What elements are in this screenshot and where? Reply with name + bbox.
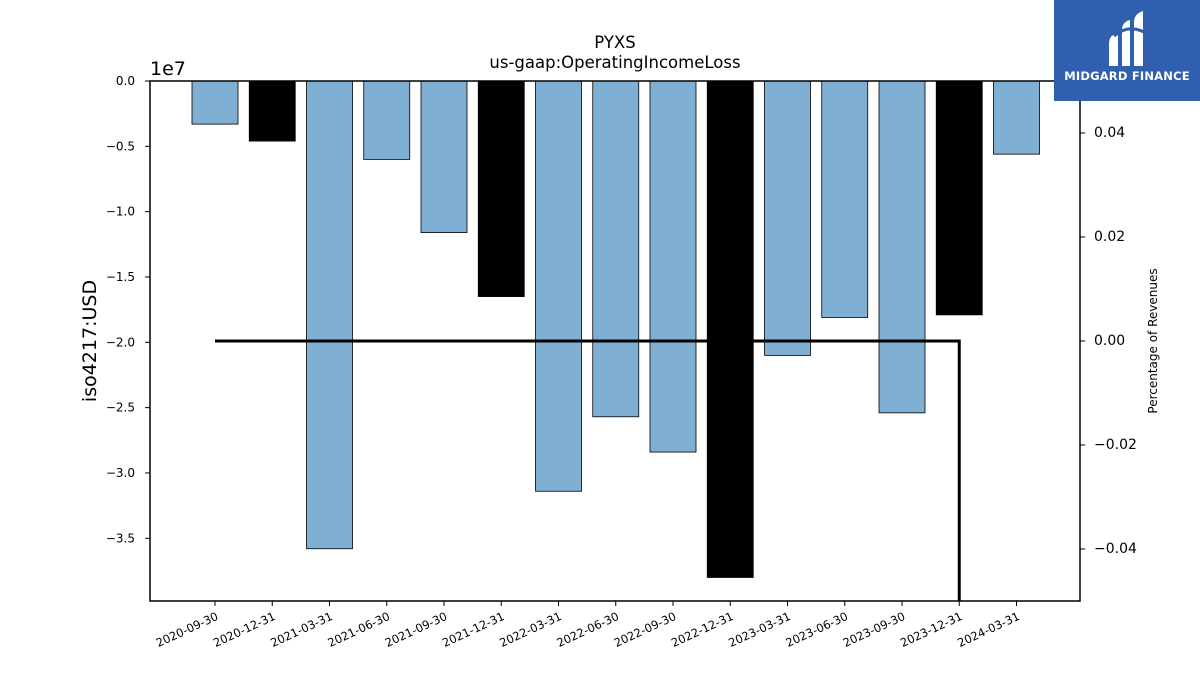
y2-tick-label: 0.04 (1094, 125, 1125, 141)
y-tick-label: −2.0 (106, 335, 135, 349)
x-tick-label: 2021-03-31 (268, 609, 334, 650)
y2-tick-label: −0.04 (1094, 541, 1137, 557)
y-offset-label: 1e7 (150, 58, 186, 80)
y-axis-label: iso4217:USD (79, 280, 101, 402)
bar-2022-09-30 (649, 80, 697, 453)
x-tick-label: 2022-03-31 (497, 609, 563, 650)
bar-2022-12-31 (706, 80, 754, 578)
bar-2020-09-30 (191, 80, 239, 125)
x-tick-label: 2023-09-30 (841, 609, 907, 650)
y-ticks-group: 0.0 −0.5 −1.0 −1.5 −2.0 −2.5 −3.0 −3.5 (106, 74, 150, 545)
bar-2023-03-31 (764, 80, 811, 356)
bar-2024-03-31 (993, 80, 1040, 155)
bar-2023-12-31 (935, 80, 983, 316)
ratio-line-group (215, 339, 961, 601)
y-tick-label: −0.5 (106, 139, 135, 153)
bar-2022-06-30 (592, 80, 640, 418)
y-tick-label: 0.0 (116, 74, 135, 88)
y2-tick-label: −0.02 (1094, 437, 1137, 453)
y2-tick-label: 0.00 (1094, 333, 1125, 349)
x-tick-label: 2021-06-30 (326, 609, 392, 650)
x-ticks-group: 2020-09-302020-12-312021-03-312021-06-30… (154, 601, 1022, 650)
x-tick-label: 2023-06-30 (784, 609, 850, 650)
x-tick-label: 2022-12-31 (669, 609, 735, 650)
y-tick-label: −2.5 (106, 401, 135, 415)
bar-2021-12-31 (477, 80, 525, 297)
y-tick-label: −1.5 (106, 270, 135, 284)
bar-2021-03-31 (306, 80, 353, 550)
plot-frame (149, 80, 1081, 602)
x-tick-label: 2023-03-31 (726, 609, 792, 650)
x-tick-label: 2021-12-31 (440, 609, 506, 650)
x-tick-label: 2024-03-31 (955, 609, 1021, 650)
y2-tick-label: 0.02 (1094, 229, 1125, 245)
x-tick-label: 2020-12-31 (211, 609, 277, 650)
midgard-finance-logo: MIDGARD FINANCE (1054, 0, 1200, 101)
logo-text: MIDGARD FINANCE (1064, 69, 1190, 83)
bar-2020-12-31 (248, 80, 296, 142)
y-tick-label: −3.0 (106, 466, 135, 480)
bar-2023-06-30 (821, 80, 869, 318)
ratio-line (215, 339, 961, 601)
midgard-logo-mark-icon (1109, 11, 1145, 66)
y-tick-label: −3.5 (106, 531, 135, 545)
x-tick-label: 2022-06-30 (555, 609, 621, 650)
y2-axis-label: Percentage of Revenues (1146, 268, 1160, 413)
bar-2022-03-31 (535, 80, 582, 492)
bar-2023-09-30 (878, 80, 926, 414)
bars-group (191, 80, 1040, 578)
bar-2021-09-30 (420, 80, 468, 233)
bar-2021-06-30 (363, 80, 411, 160)
y2-ticks-group: 0.04 0.02 0.00 −0.02 −0.04 (1080, 125, 1137, 557)
x-tick-label: 2023-12-31 (898, 609, 964, 650)
chart-title: PYXS (594, 33, 635, 52)
x-tick-label: 2021-09-30 (383, 609, 449, 650)
y-tick-label: −1.0 (106, 205, 135, 219)
chart-subtitle: us-gaap:OperatingIncomeLoss (489, 53, 740, 72)
x-tick-label: 2022-09-30 (612, 609, 678, 650)
x-tick-label: 2020-09-30 (154, 609, 220, 650)
